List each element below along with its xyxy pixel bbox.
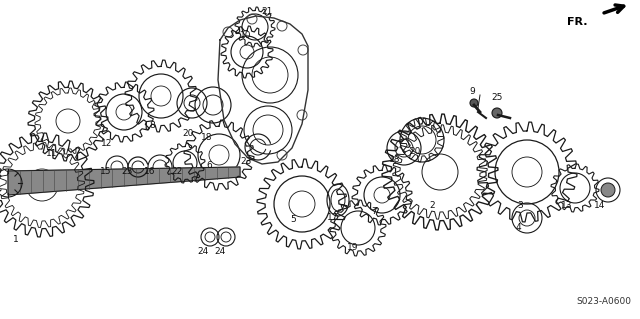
Text: 2: 2	[429, 202, 435, 211]
Text: 23: 23	[122, 167, 132, 176]
Text: 10: 10	[240, 32, 252, 41]
Text: 14: 14	[595, 202, 605, 211]
Text: FR.: FR.	[568, 17, 588, 27]
Text: 16: 16	[144, 167, 156, 176]
Circle shape	[601, 183, 615, 197]
Text: 9: 9	[469, 87, 475, 97]
Text: 20: 20	[182, 129, 194, 137]
Polygon shape	[8, 167, 240, 195]
Text: S023-A0600: S023-A0600	[576, 297, 631, 306]
Text: 3: 3	[517, 201, 523, 210]
Circle shape	[470, 99, 478, 107]
Text: 6: 6	[206, 160, 212, 169]
Text: 4: 4	[515, 224, 521, 233]
Text: 24: 24	[197, 248, 209, 256]
Text: 21: 21	[261, 8, 273, 17]
Circle shape	[492, 108, 502, 118]
Text: 5: 5	[290, 216, 296, 225]
Text: 19: 19	[348, 242, 359, 251]
Text: 11: 11	[46, 149, 58, 158]
Text: 1: 1	[13, 234, 19, 243]
Text: 23: 23	[240, 157, 252, 166]
Text: 24: 24	[214, 248, 226, 256]
Text: 12: 12	[101, 138, 113, 147]
Text: 7: 7	[371, 207, 377, 217]
Text: 18: 18	[389, 155, 401, 165]
Text: 18: 18	[201, 132, 212, 142]
Text: 25: 25	[492, 93, 502, 102]
Text: 8: 8	[149, 121, 155, 130]
Text: 13: 13	[561, 202, 573, 211]
Text: 15: 15	[100, 167, 112, 176]
Text: 20: 20	[410, 147, 420, 157]
Text: 22: 22	[172, 167, 182, 176]
Text: 17: 17	[327, 213, 339, 222]
